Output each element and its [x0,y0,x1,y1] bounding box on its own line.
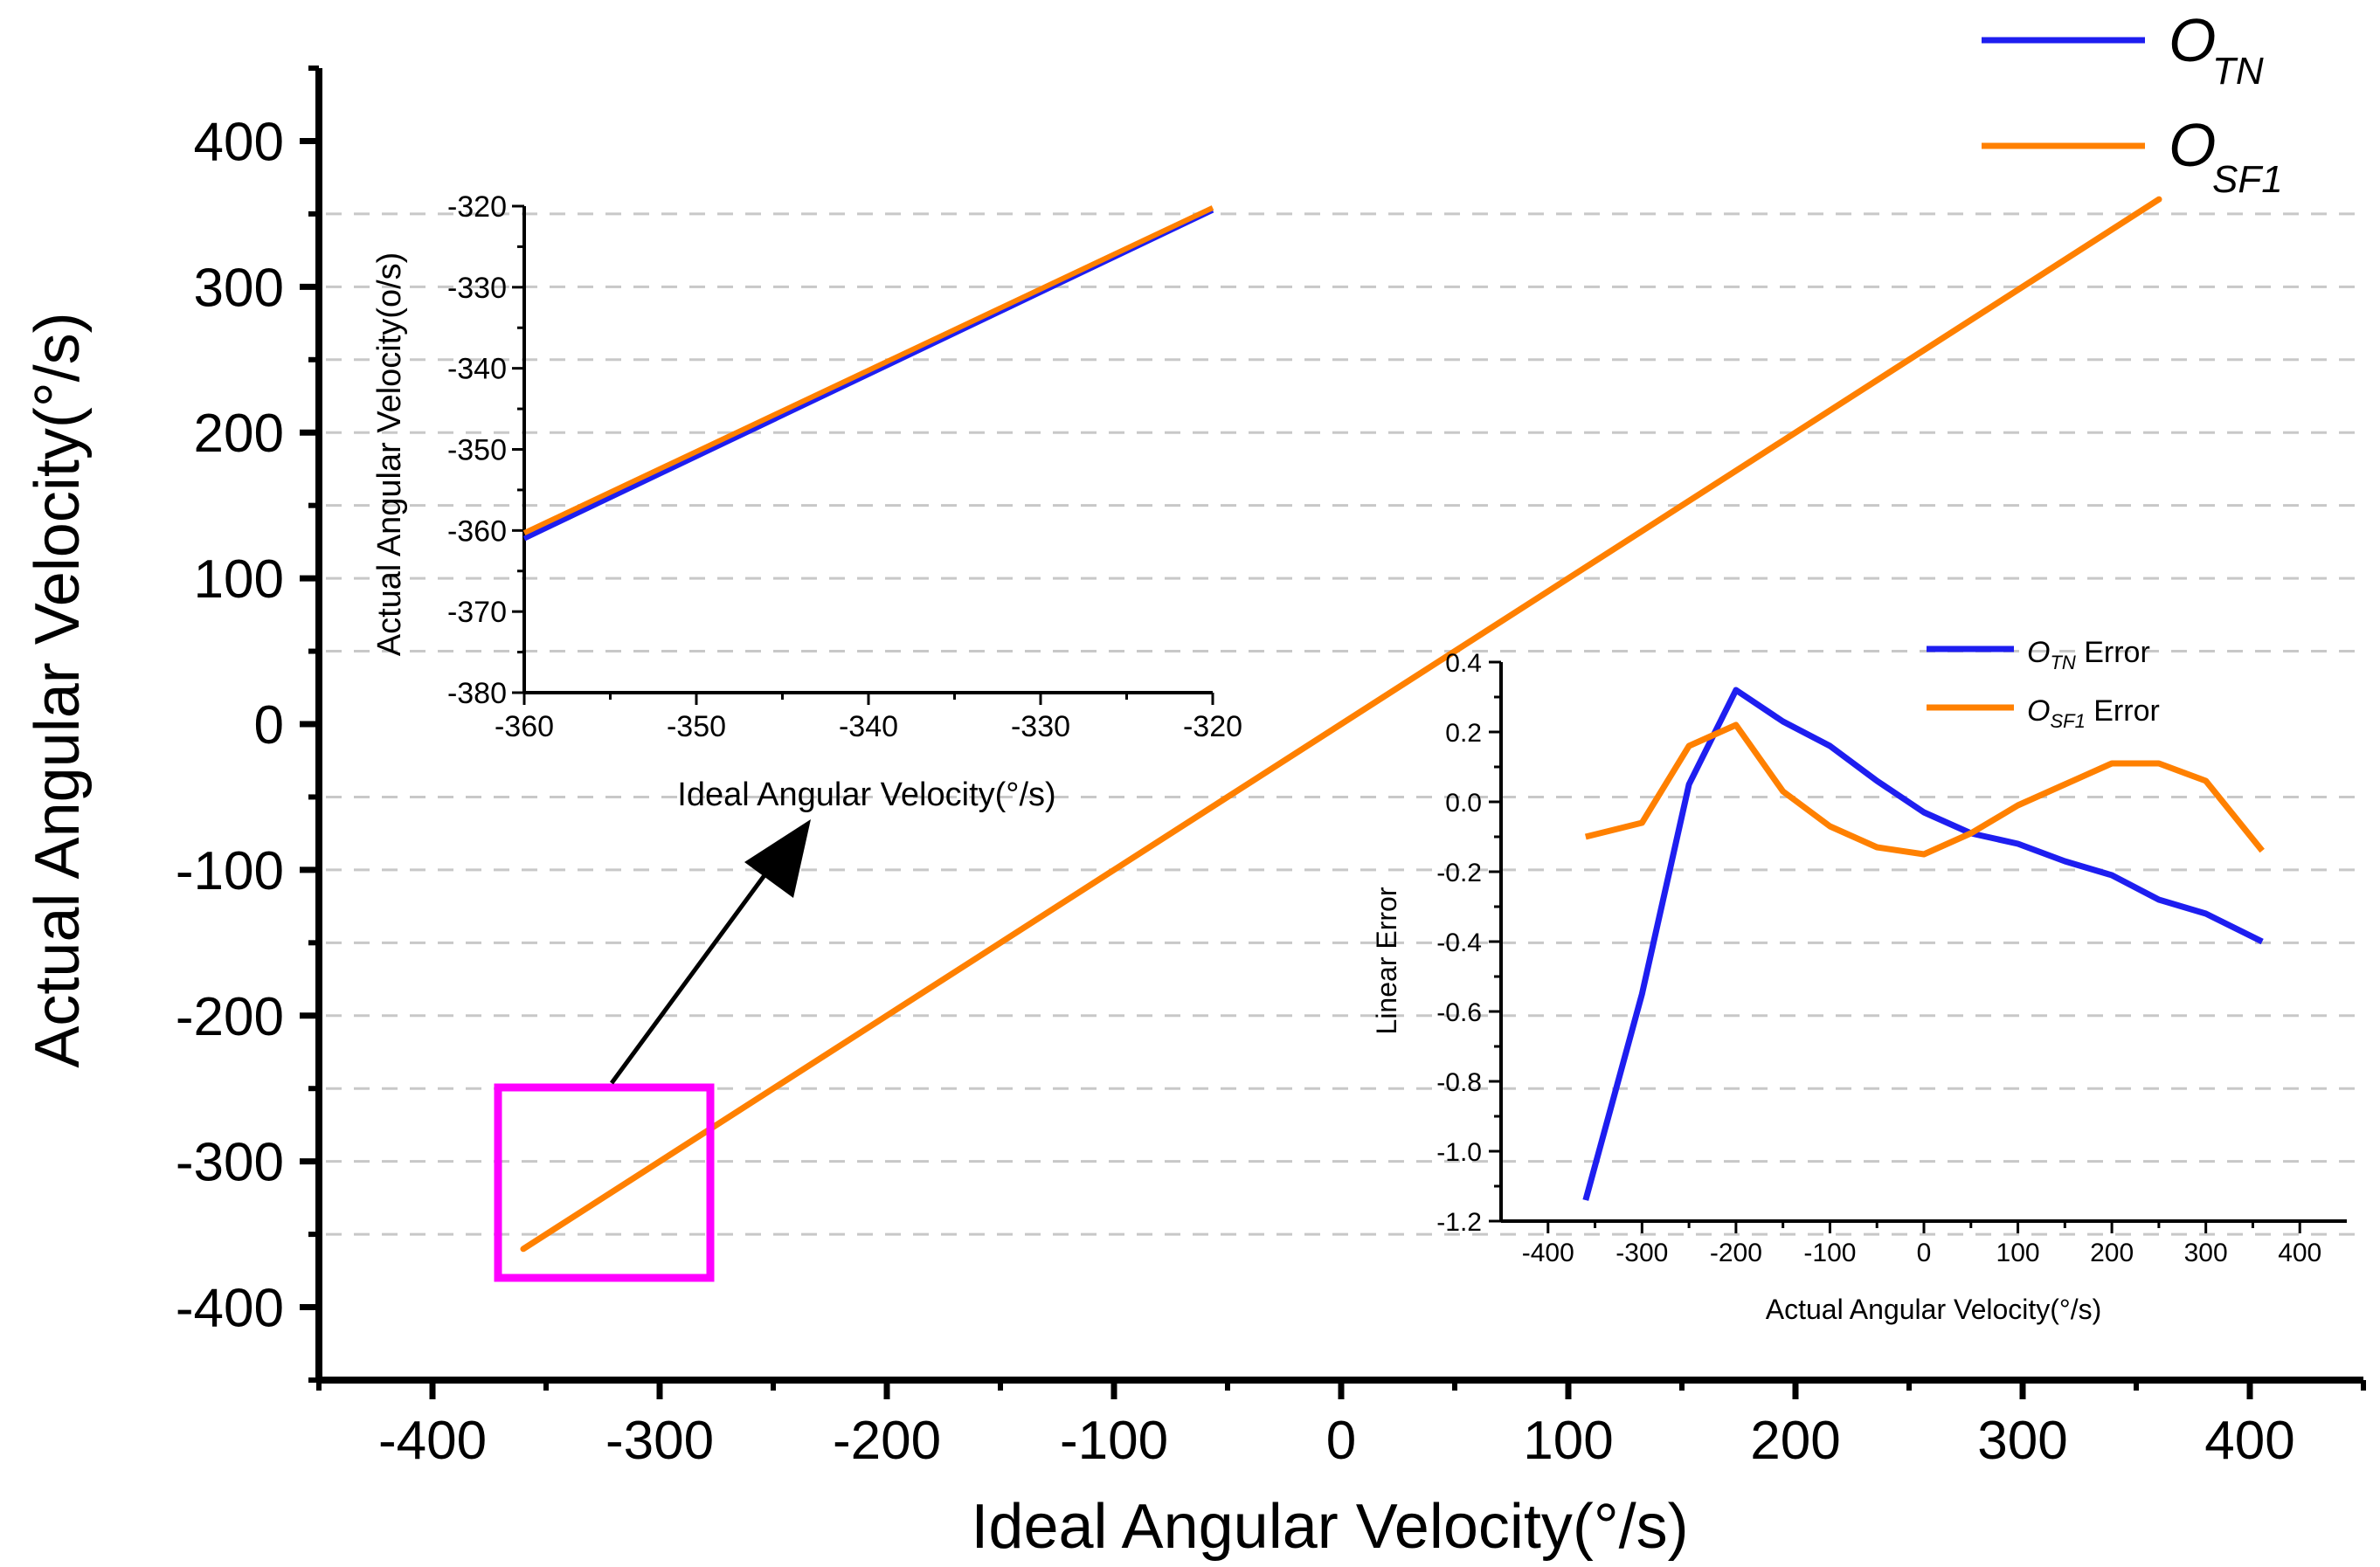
error-x-tick-label: 100 [1996,1239,2040,1267]
error-y-tick-label: -0.4 [1436,928,1482,957]
zoom-inset-series [522,205,1214,542]
zoom-y-tick-label: -360 [447,514,507,548]
zoom-inset-axes [522,206,1213,694]
error-x-tick-label: -100 [1803,1239,1856,1267]
main-y-ticks: 400 300 200 100 0 -100 -200 -300 -400 [176,66,319,1383]
main-x-tick-label: 100 [1523,1411,1613,1471]
zoom-y-tick-label: -320 [447,190,507,224]
main-y-tick-label: -400 [176,1279,284,1339]
error-y-tick-label: -1.2 [1436,1208,1482,1237]
main-x-tick-label: 400 [2204,1411,2294,1471]
legend-otn-subscript: TN [2212,50,2264,93]
zoom-arrow-shaft [609,870,770,1085]
main-x-ticks: -400 -300 -200 -100 0 100 200 300 400 [316,1380,2366,1471]
main-y-tick-label: -100 [176,841,284,901]
error-y-tick-label: 0.4 [1445,649,1482,678]
error-legend-otn-label: OTN Error [2027,636,2150,673]
legend-osf1-subscript: SF1 [2212,158,2283,201]
main-series-line-osf1 [520,196,2162,1253]
main-x-tick-label: -300 [605,1411,714,1471]
zoom-highlight-box [494,1083,715,1282]
legend-otn-label: O [2169,6,2216,74]
zoom-arrow [609,819,811,1085]
zoom-series-line-otn [522,207,1214,542]
error-inset-x-axis-title: Actual Angular Velocity(°/s) [1766,1294,2102,1325]
error-x-tick-label: -300 [1615,1239,1668,1267]
main-x-tick-label: -200 [833,1411,941,1471]
zoom-y-tick-label: -350 [447,434,507,467]
error-series-line-otn [1582,687,2264,1201]
main-y-tick-label: 100 [194,549,284,610]
main-y-tick-label: 300 [194,258,284,318]
error-x-tick-label: 300 [2184,1239,2228,1267]
error-y-tick-label: -0.2 [1436,859,1482,887]
error-inset-series [1582,687,2265,1201]
error-x-tick-label: 400 [2278,1239,2321,1267]
error-inset-y-axis-title: Linear Error [1371,887,1402,1034]
main-legend: O TN O SF1 [1982,6,2283,201]
error-y-tick-label: 0.0 [1445,789,1482,818]
main-y-tick-label: -300 [176,1133,284,1193]
main-y-axis-title: Actual Angular Velocity(°/s) [23,312,93,1067]
error-y-tick-label: 0.2 [1445,719,1482,748]
error-x-tick-label: -400 [1522,1239,1574,1267]
zoom-series-line-osf1 [522,205,1214,535]
main-x-tick-label: 300 [1977,1411,2067,1471]
error-y-tick-label: -0.6 [1436,998,1482,1027]
zoom-x-tick-label: -330 [1011,710,1070,743]
zoom-y-tick-label: -380 [447,677,507,710]
main-x-tick-label: -100 [1060,1411,1168,1471]
main-series [520,196,2162,1253]
error-y-tick-label: -0.8 [1436,1068,1482,1097]
zoom-x-tick-label: -340 [839,710,898,743]
main-x-tick-label: 200 [1750,1411,1840,1471]
gridlines [326,212,2363,1236]
main-x-tick-label: -400 [378,1411,487,1471]
main-x-tick-label: 0 [1326,1411,1356,1471]
zoom-y-tick-label: -340 [447,353,507,386]
zoom-x-tick-label: -320 [1183,710,1242,743]
zoom-y-tick-label: -370 [447,596,507,629]
main-y-tick-label: -200 [176,987,284,1047]
error-inset-x-ticks: -400 -300 -200 -100 0 100 200 300 400 [1522,1221,2321,1267]
error-series-line-osf1 [1584,721,2265,858]
error-inset-y-ticks: 0.4 0.2 0.0 -0.2 -0.4 -0.6 -0.8 -1.0 -1.2 [1436,649,1501,1237]
zoom-inset-x-axis-title: Ideal Angular Velocity(°/s) [677,777,1055,813]
zoom-x-tick-label: -360 [495,710,554,743]
zoom-inset-y-ticks: -320 -330 -340 -350 -360 -370 -380 [447,190,524,710]
error-y-tick-label: -1.0 [1436,1138,1482,1167]
zoom-arrow-head [744,819,811,898]
main-y-tick-label: 400 [194,112,284,172]
main-y-tick-label: 0 [254,695,284,756]
zoom-inset: -360 -350 -340 -330 -320 -320-330-340-350-36… [371,190,1242,813]
error-inset-legend: OTN Error OSF1 Error [1927,636,2160,732]
error-x-tick-label: 200 [2090,1239,2134,1267]
main-plot: -400 -300 -200 -100 0 100 200 300 400 400 300 200 1… [23,66,2366,1562]
error-x-tick-label: -200 [1710,1239,1762,1267]
zoom-inset-y-axis-title: Actual Angular Velocity(o/s) [371,252,408,657]
error-inset: -400 -300 -200 -100 0 100 200 300 400 0.4 0.2 0.0 -… [1371,636,2347,1325]
zoom-y-tick-label: -330 [447,272,507,305]
zoom-x-tick-label: -350 [667,710,726,743]
error-legend-osf1-label: OSF1 Error [2027,694,2160,732]
zoom-inset-x-ticks: -360 -350 -340 -330 -320 [495,693,1242,743]
main-x-axis-title: Ideal Angular Velocity(°/s) [971,1492,1688,1562]
error-x-tick-label: 0 [1917,1239,1932,1267]
main-y-tick-label: 200 [194,404,284,464]
legend-osf1-label: O [2169,111,2216,179]
